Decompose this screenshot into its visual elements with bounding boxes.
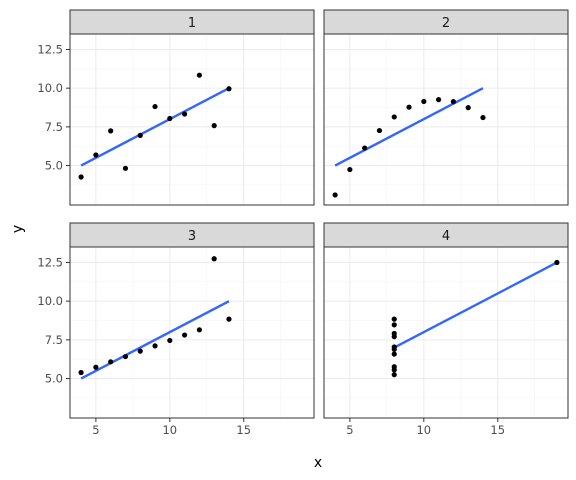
data-point [465,105,471,111]
data-point [391,330,397,337]
data-point [376,127,383,134]
data-point [93,364,99,370]
data-point [152,103,158,110]
y-axis-title: y [10,225,26,233]
data-point [391,346,397,352]
y-tick-label: 7.5 [45,120,63,134]
panel-border [323,33,569,206]
data-point [78,369,84,376]
data-point [137,348,143,354]
data-point [391,322,397,328]
data-point [421,98,427,105]
data-point [406,104,412,110]
y-tick-label: 12.5 [37,42,63,56]
data-point [332,192,338,198]
facet-strip-label: 1 [188,16,196,31]
x-tick-label: 15 [236,423,251,437]
data-point [167,337,173,344]
data-point [78,174,84,180]
facet-strip [69,9,315,35]
facet-panel-2: 2 [323,9,569,206]
facet-strip-label: 4 [442,229,450,244]
data-point [391,114,397,120]
data-point [391,367,397,373]
data-point [137,132,143,138]
fit-line [334,87,484,167]
panel-background [70,247,314,418]
y-tick-label: 7.5 [45,333,63,347]
panel-background [324,34,568,205]
data-point [152,343,158,349]
data-point [450,99,456,105]
data-point [362,145,368,151]
data-point [108,128,114,134]
fit-line [80,87,230,167]
x-tick-label: 10 [416,423,431,437]
data-point [391,316,397,322]
data-point [122,353,129,360]
panel-border [323,246,569,419]
facet-panel-3: 3 5.0 7.5 10.0 12.5 5 10 15 [37,222,315,437]
y-tick-label: 5.0 [45,159,63,173]
x-tick-label: 5 [346,423,353,437]
panel-border [69,33,315,206]
data-point [391,351,397,357]
data-point [93,152,99,158]
facet-strip-label: 2 [442,16,450,31]
data-point [167,115,173,122]
data-point [347,166,353,173]
data-point [182,111,188,117]
facet-panel-1: 1 5.0 7.5 10.0 12.5 [37,9,315,206]
x-tick-label: 10 [162,423,177,437]
panel-border [69,246,315,419]
data-point [480,114,486,121]
data-point [108,359,114,365]
data-point [182,332,188,338]
panel-background [324,247,568,418]
data-point [554,259,560,266]
y-tick-label: 10.0 [37,81,63,95]
y-tick-label: 10.0 [37,294,63,308]
x-tick-label: 5 [92,423,99,437]
x-tick-label: 15 [490,423,505,437]
facet-strip [323,222,569,248]
data-point [436,97,442,103]
y-tick-label: 5.0 [45,372,63,386]
data-point [196,327,202,333]
y-tick-label: 12.5 [37,255,63,269]
facet-strip [69,222,315,248]
panel-background [70,34,314,205]
data-point [226,316,232,322]
data-point [211,123,217,129]
fit-line [393,261,558,349]
facet-panel-4: 4 5 10 15 [323,222,569,437]
fit-line [80,300,230,380]
facet-panels: 1 5.0 7.5 10.0 12.5 2 3 5.0 7.5 10.0 12.5 5 10 15 4 5 10… [37,9,569,437]
data-point [226,86,232,92]
data-point [196,72,202,78]
x-axis-title: x [314,455,322,471]
data-point [211,256,217,262]
data-point [391,372,397,378]
data-point [122,165,129,171]
facet-strip-label: 3 [188,229,196,244]
